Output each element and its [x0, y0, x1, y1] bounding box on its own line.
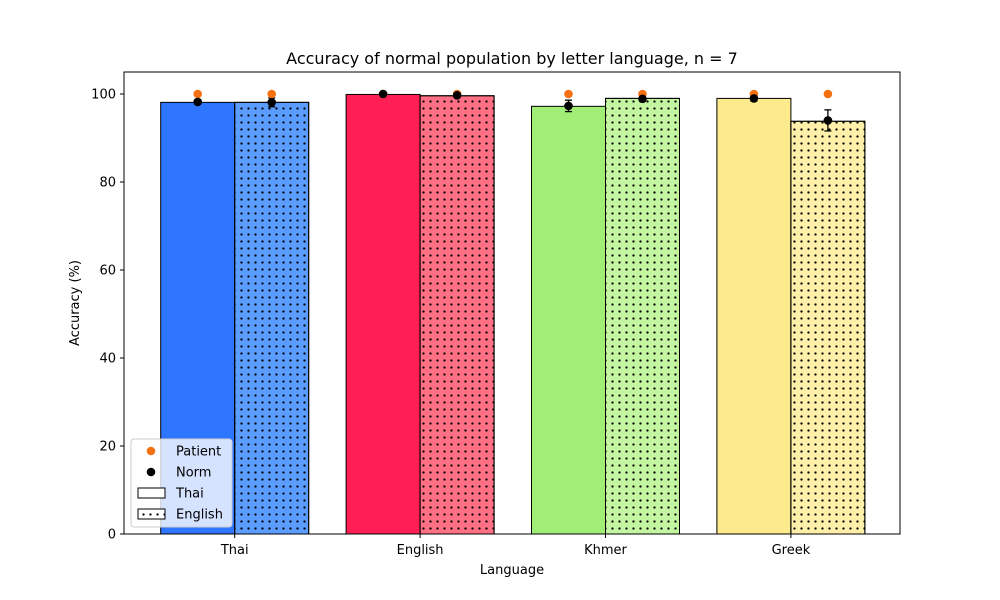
norm-point: [267, 98, 277, 107]
x-tick-label: Thai: [220, 543, 249, 558]
norm-point: [564, 101, 573, 111]
plot-area: 0 20 40 60 80 100 Thai English Khmer Greek: [91, 88, 866, 558]
x-axis-label: Language: [480, 563, 544, 578]
axes-frame: [123, 71, 901, 535]
legend-label: Thai: [175, 487, 204, 502]
legend-marker: [146, 467, 156, 477]
y-tick-label: 60: [99, 264, 116, 279]
patient-point: [823, 89, 833, 99]
bar-hatch-greek: [790, 120, 866, 535]
y-axis-label: Accuracy (%): [68, 260, 83, 346]
norm-point: [378, 89, 388, 99]
bar-hatch-thai: [234, 101, 310, 535]
legend-label: Patient: [176, 445, 221, 460]
bar-hatch-khmer: [605, 97, 680, 535]
x-tick-label: Khmer: [584, 543, 627, 558]
x-tick-label: English: [397, 543, 444, 558]
y-tick-label: 100: [91, 88, 116, 103]
patient-point: [564, 89, 573, 99]
legend-label: Norm: [176, 466, 211, 481]
bar-hatch-english: [419, 95, 495, 535]
norm-point: [452, 91, 462, 100]
legend-swatch: [137, 487, 166, 499]
legend-box: [130, 438, 233, 528]
bar-greek-thai: [716, 97, 792, 535]
y-tick-label: 20: [99, 440, 116, 455]
patient-point: [267, 89, 277, 99]
legend-swatch-hatch: [137, 508, 166, 520]
legend: Patient Norm Thai English: [130, 438, 233, 528]
norm-point: [749, 94, 759, 103]
y-tick-label: 0: [108, 528, 116, 543]
legend-marker: [146, 446, 156, 456]
norm-point: [638, 94, 647, 104]
bar-khmer-thai: [531, 105, 606, 535]
bar-english-thai: [345, 93, 421, 535]
norm-point: [823, 116, 833, 125]
chart-title: Accuracy of normal population by letter …: [286, 49, 738, 68]
norm-point: [193, 97, 202, 107]
legend-label: English: [176, 508, 223, 523]
x-tick-label: Greek: [772, 543, 811, 558]
y-tick-label: 40: [99, 352, 116, 367]
patient-point: [193, 89, 202, 99]
y-tick-label: 80: [99, 176, 116, 191]
